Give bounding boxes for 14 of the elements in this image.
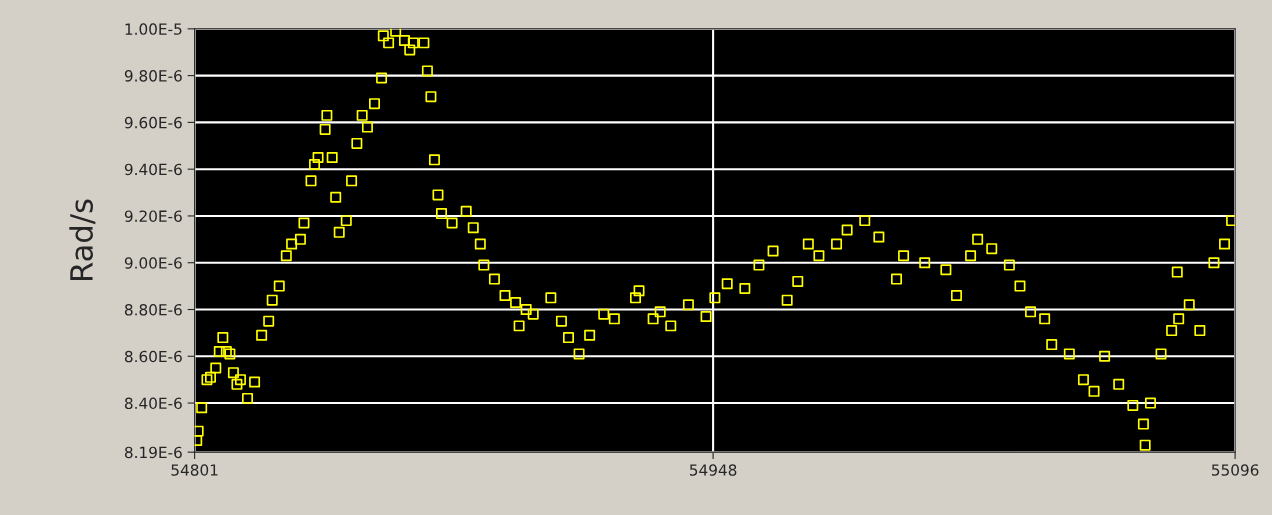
y-tick-label: 8.40E-6: [124, 397, 182, 410]
y-tick-label: 8.60E-6: [124, 350, 182, 363]
y-tick-label: 8.80E-6: [124, 303, 182, 316]
y-tick-label: 8.19E-6: [124, 446, 182, 459]
y-tick-label: 9.20E-6: [124, 210, 182, 222]
y-tick-label: 9.40E-6: [124, 163, 182, 176]
y-tick-label: 1.00E-5: [125, 23, 182, 35]
x-tick-label: 54948: [689, 464, 737, 476]
y-tick-label: 9.00E-6: [124, 257, 182, 269]
y-tick-label: 9.60E-6: [124, 116, 182, 129]
x-tick-label: 55096: [1211, 464, 1259, 476]
y-axis-title: Rad/s: [69, 199, 96, 280]
x-tick-label: 54801: [171, 464, 218, 476]
y-tick-label: 9.80E-6: [124, 70, 182, 82]
